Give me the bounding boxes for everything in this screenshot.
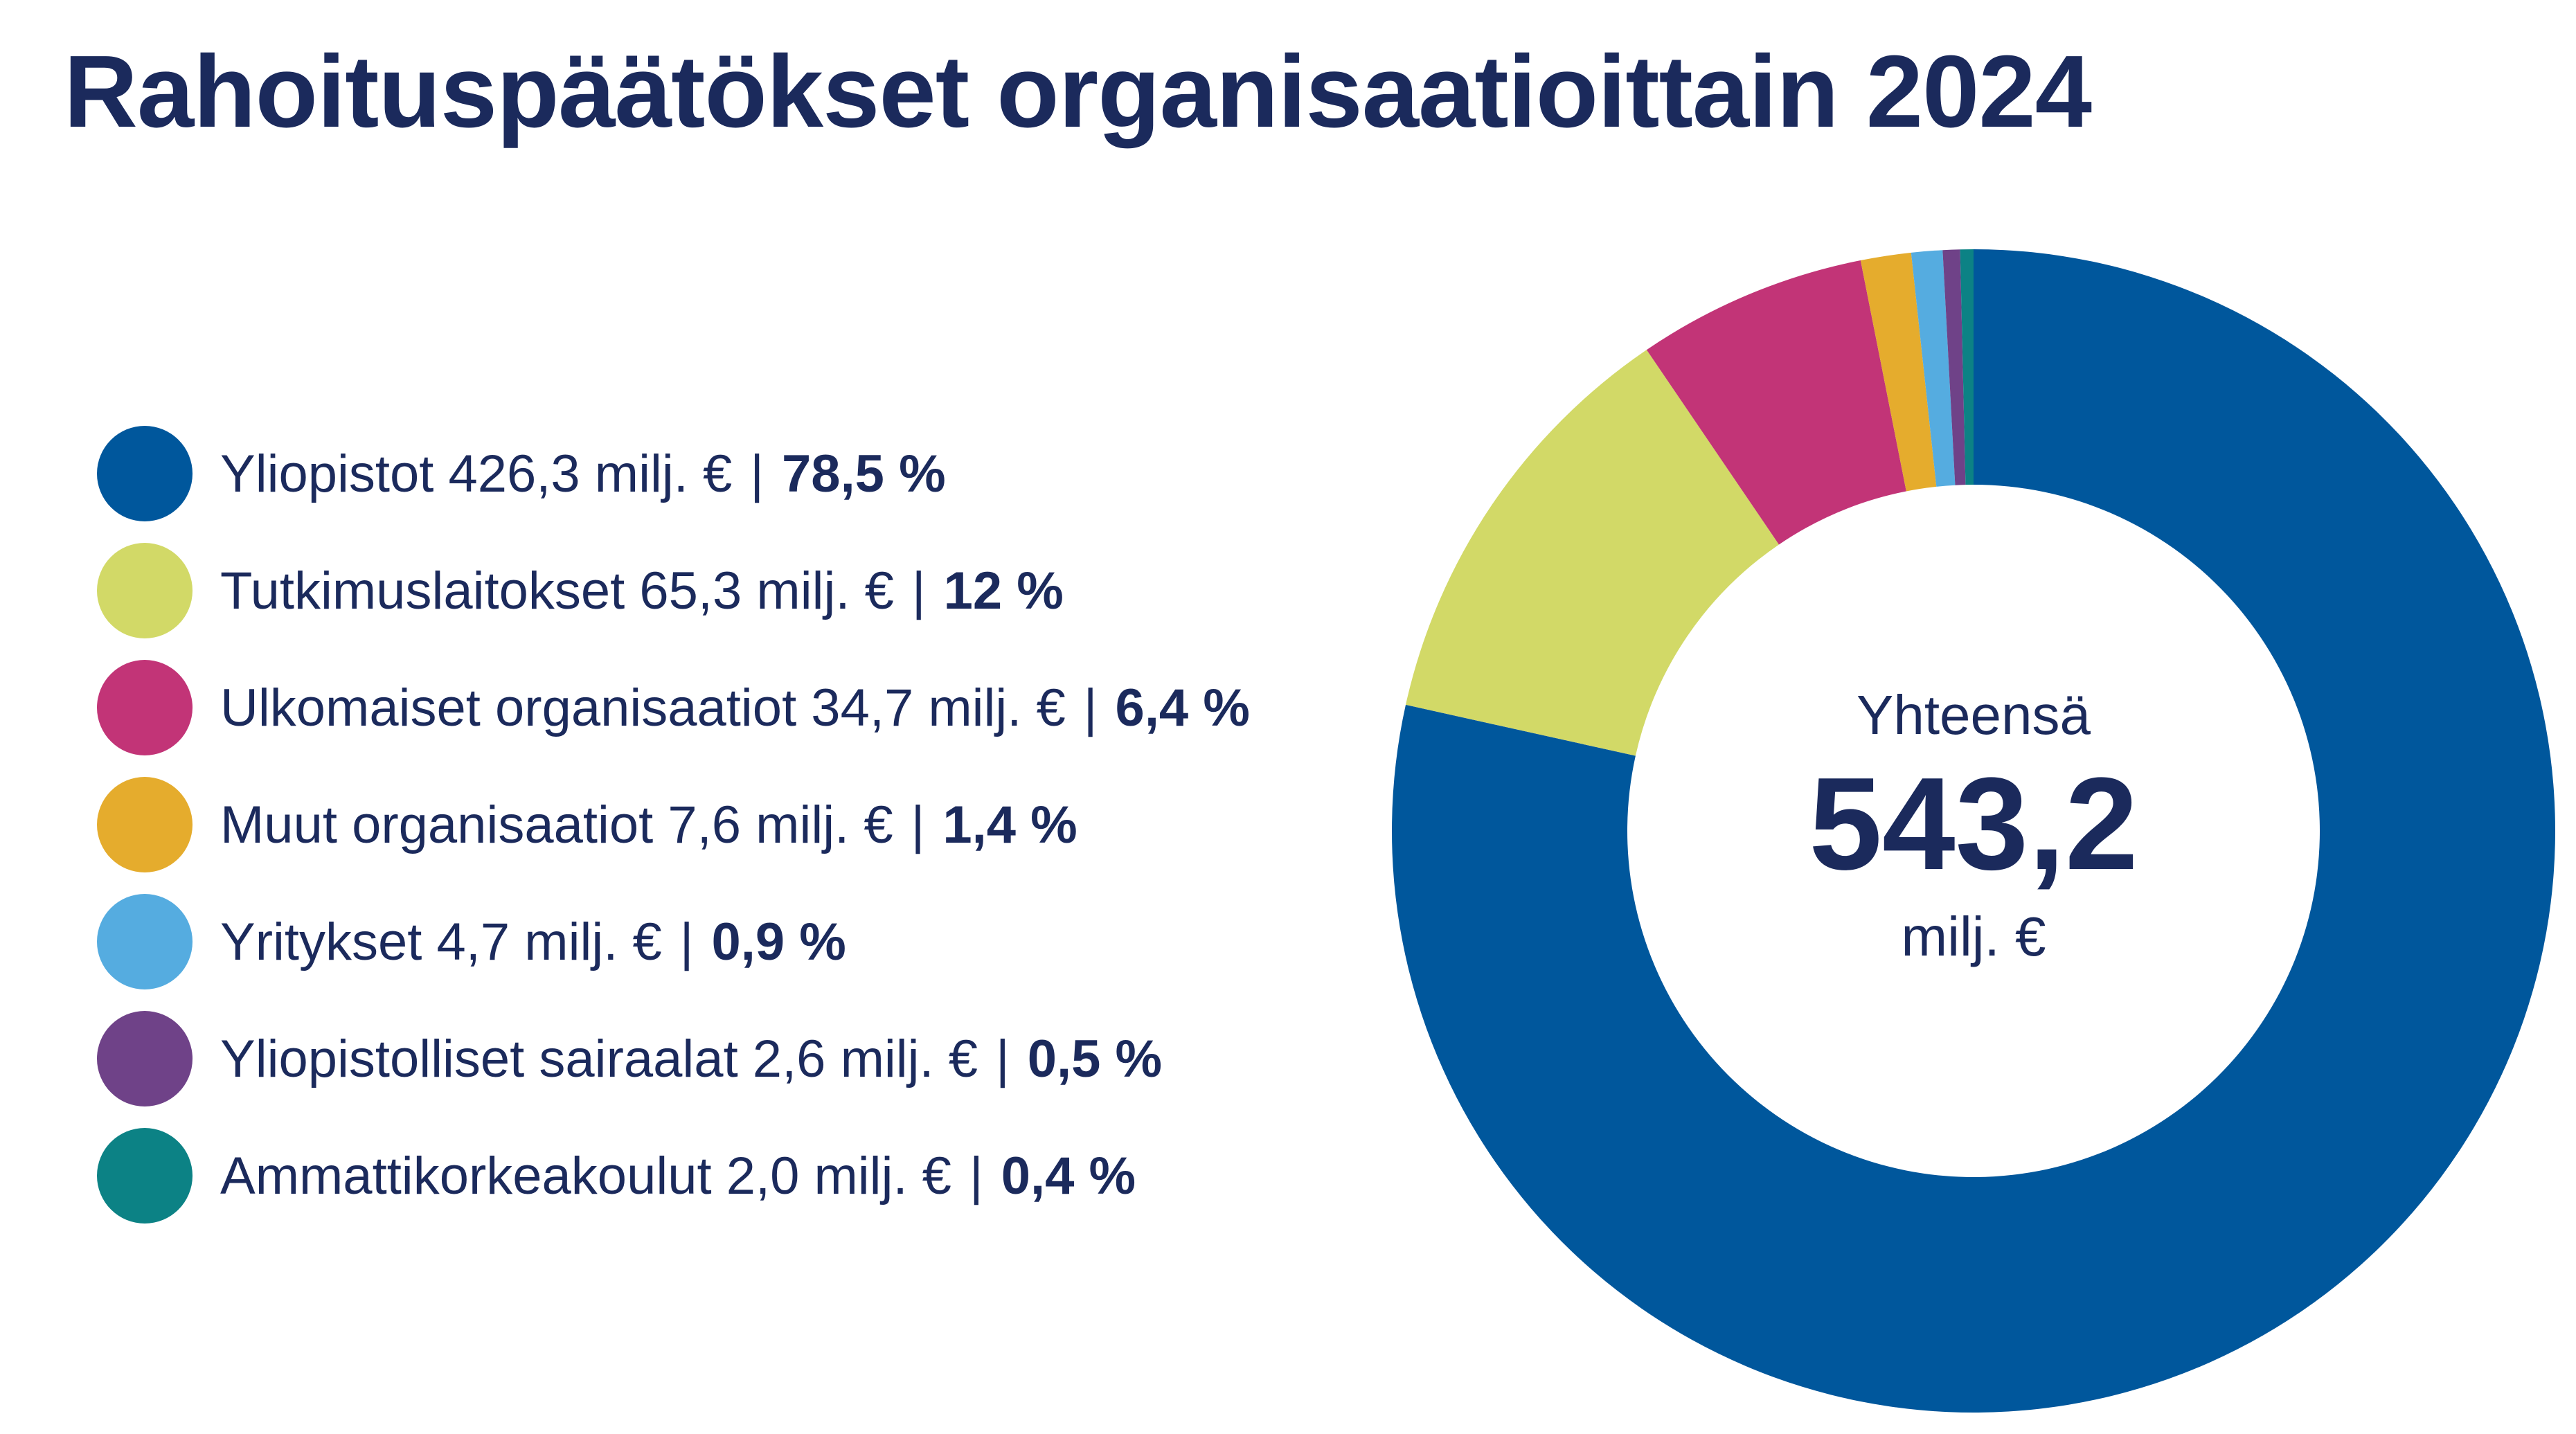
donut-chart: Yhteensä 543,2 milj. € — [1391, 249, 2555, 1413]
chart-title: Rahoituspäätökset organisaatioittain 202… — [64, 35, 2092, 149]
legend-swatch — [97, 426, 193, 521]
legend-item: Tutkimuslaitokset 65,3 milj. € | 12 % — [97, 543, 1250, 638]
legend-item: Ammattikorkeakoulut 2,0 milj. € | 0,4 % — [97, 1128, 1250, 1224]
chart-legend: Yliopistot 426,3 milj. € | 78,5 % Tutkimusl… — [97, 426, 1250, 1245]
legend-label: Tutkimuslaitokset — [220, 561, 625, 620]
donut-slice — [1391, 249, 2555, 1413]
legend-separator: | — [679, 912, 694, 971]
legend-label: Ammattikorkeakoulut — [220, 1146, 712, 1206]
legend-text: Yritykset 4,7 milj. € | 0,9 % — [220, 912, 846, 972]
legend-amount: 2,0 milj. € — [711, 1146, 951, 1206]
legend-item: Ulkomaiset organisaatiot 34,7 milj. € | 6,… — [97, 660, 1250, 755]
legend-label: Ulkomaiset organisaatiot — [220, 678, 797, 737]
legend-percent: 0,9 % — [711, 912, 846, 971]
legend-amount: 7,6 milj. € — [653, 795, 893, 854]
legend-swatch — [97, 660, 193, 755]
legend-label: Yliopistolliset sairaalat — [220, 1029, 738, 1088]
total-label: Yhteensä — [1857, 684, 2091, 746]
legend-separator: | — [750, 444, 764, 503]
total-value: 543,2 — [1809, 751, 2138, 897]
donut-slice — [1646, 260, 1906, 545]
legend-separator: | — [911, 795, 925, 854]
legend-amount: 426,3 milj. € — [433, 444, 733, 503]
legend-text: Muut organisaatiot 7,6 milj. € | 1,4 % — [220, 795, 1077, 855]
legend-item: Yliopistot 426,3 milj. € | 78,5 % — [97, 426, 1250, 521]
legend-swatch — [97, 543, 193, 638]
legend-percent: 0,4 % — [1001, 1146, 1136, 1206]
legend-separator: | — [911, 561, 926, 620]
legend-percent: 6,4 % — [1115, 678, 1250, 737]
legend-amount: 34,7 milj. € — [796, 678, 1066, 737]
legend-text: Tutkimuslaitokset 65,3 milj. € | 12 % — [220, 561, 1064, 621]
legend-item: Yritykset 4,7 milj. € | 0,9 % — [97, 894, 1250, 989]
legend-swatch — [97, 1011, 193, 1106]
legend-label: Muut organisaatiot — [220, 795, 654, 854]
legend-percent: 1,4 % — [942, 795, 1077, 854]
legend-percent: 0,5 % — [1027, 1029, 1163, 1088]
donut-slice — [1911, 250, 1956, 487]
legend-amount: 2,6 milj. € — [737, 1029, 978, 1088]
legend-amount: 4,7 milj. € — [422, 912, 662, 971]
legend-separator: | — [969, 1146, 983, 1206]
legend-percent: 78,5 % — [782, 444, 946, 503]
donut-slice — [1942, 249, 1966, 485]
legend-text: Ammattikorkeakoulut 2,0 milj. € | 0,4 % — [220, 1146, 1136, 1206]
legend-item: Yliopistolliset sairaalat 2,6 milj. € | 0,… — [97, 1011, 1250, 1106]
legend-separator: | — [1083, 678, 1098, 737]
legend-text: Yliopistot 426,3 milj. € | 78,5 % — [220, 444, 946, 504]
donut-slice — [1405, 350, 1779, 756]
legend-separator: | — [996, 1029, 1010, 1088]
legend-label: Yliopistot — [220, 444, 434, 503]
legend-text: Ulkomaiset organisaatiot 34,7 milj. € | 6,… — [220, 678, 1250, 738]
donut-slice — [1960, 249, 1974, 485]
legend-amount: 65,3 milj. € — [625, 561, 894, 620]
legend-text: Yliopistolliset sairaalat 2,6 milj. € | 0,… — [220, 1029, 1162, 1089]
legend-percent: 12 % — [943, 561, 1064, 620]
legend-item: Muut organisaatiot 7,6 milj. € | 1,4 % — [97, 777, 1250, 872]
legend-label: Yritykset — [220, 912, 422, 971]
legend-swatch — [97, 777, 193, 872]
donut-slice — [1860, 252, 1937, 492]
total-unit: milj. € — [1902, 906, 2046, 967]
legend-swatch — [97, 894, 193, 989]
donut-slices — [1391, 249, 2555, 1413]
legend-swatch — [97, 1128, 193, 1224]
